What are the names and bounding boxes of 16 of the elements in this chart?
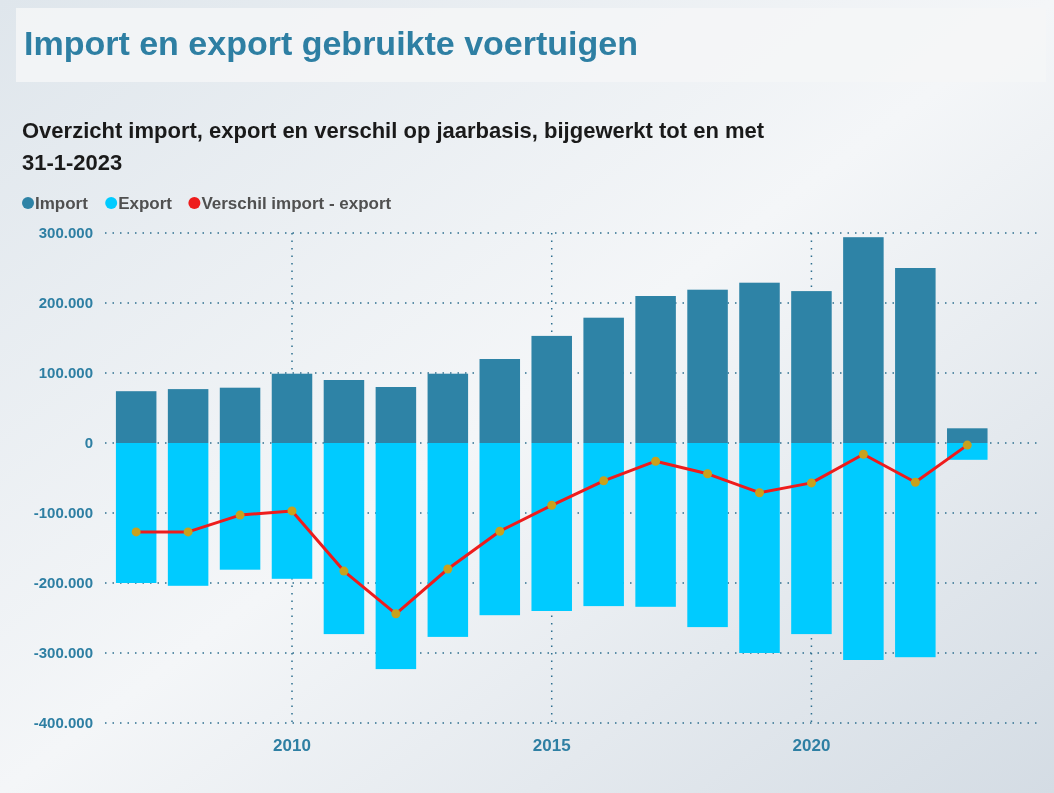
y-tick-label: -100.000: [33, 504, 93, 521]
x-tick-label: 2010: [273, 736, 311, 755]
y-tick-label: 300.000: [38, 224, 93, 241]
y-tick-label: -300.000: [33, 644, 93, 661]
chart-subtitle: Overzicht import, export en verschil op jaarbasis, bijgewerkt tot en met 31-1-2023: [22, 118, 765, 175]
legend-label: Verschil import - export: [201, 194, 392, 213]
y-tick-label: -400.000: [33, 714, 93, 731]
legend-label: Import: [35, 194, 89, 213]
y-tick-label: 100.000: [38, 364, 93, 381]
legend-label: Export: [118, 194, 173, 213]
y-tick-label: -200.000: [33, 574, 93, 591]
x-tick-label: 2020: [792, 736, 831, 755]
chart-title: Import en export gebruikte voertuigen: [24, 24, 638, 62]
x-tick-label: 2015: [532, 736, 571, 755]
y-tick-label: 200.000: [38, 294, 93, 311]
y-tick-label: 0: [84, 434, 93, 451]
